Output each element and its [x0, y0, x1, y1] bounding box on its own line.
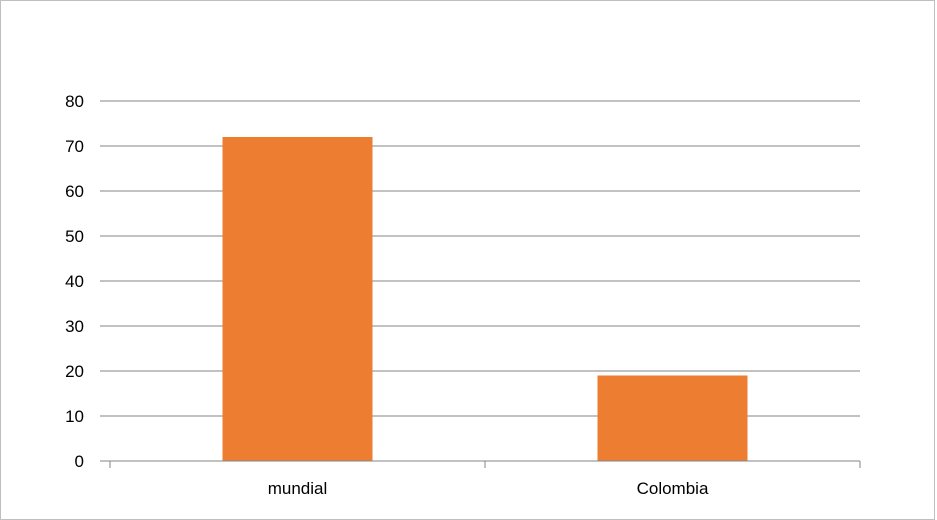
- x-tick-label: mundial: [268, 479, 328, 497]
- y-tick-label: 50: [65, 227, 84, 246]
- y-tick-label: 80: [65, 92, 84, 111]
- x-axis: [100, 460, 861, 468]
- y-tick-label: 70: [65, 137, 84, 156]
- y-tick-label: 40: [65, 272, 84, 291]
- y-tick-label: 10: [65, 407, 84, 426]
- y-tick-label: 30: [65, 317, 84, 336]
- bar-chart: 0 10 20 30 40 50 60 70 80 mundial Colombia: [65, 92, 861, 497]
- y-tick-label: 0: [75, 452, 84, 471]
- bar-mundial: [222, 137, 373, 461]
- bars: [222, 137, 748, 461]
- x-tick-label: Colombia: [637, 479, 709, 497]
- y-tick-label: 60: [65, 182, 84, 201]
- gridlines: [100, 100, 860, 417]
- bar-colombia: [597, 375, 748, 461]
- y-tick-label: 20: [65, 362, 84, 381]
- y-axis-tick-labels: 0 10 20 30 40 50 60 70 80: [65, 92, 84, 471]
- x-axis-tick-labels: mundial Colombia: [268, 479, 709, 497]
